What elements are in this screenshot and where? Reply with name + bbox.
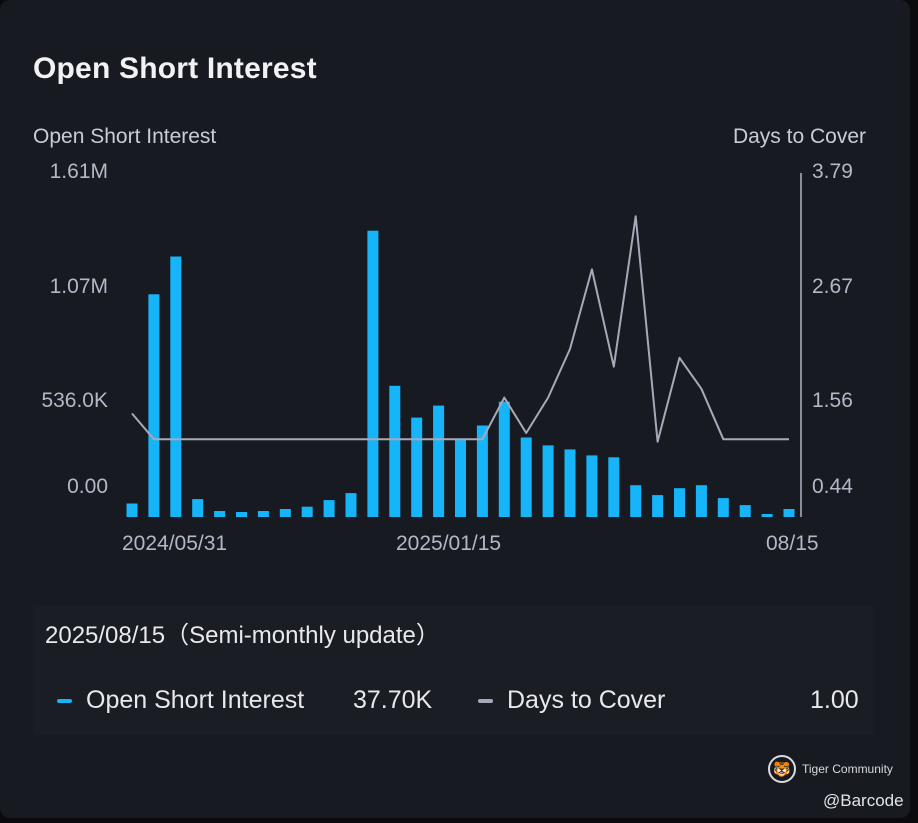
legend-days-to-cover: Days to Cover [478, 686, 665, 715]
legend-label: Open Short Interest [86, 686, 305, 714]
author-handle: @Barcode [823, 791, 904, 810]
right-axis-title: Days to Cover [732, 125, 866, 148]
card-title: Open Short Interest [33, 52, 317, 85]
left-axis-title: Open Short Interest [33, 125, 217, 148]
x-tick: 08/15 [766, 532, 819, 555]
update-label: 2025/08/15（Semi-monthly update） [45, 622, 440, 649]
left-tick: 536.0K [41, 389, 108, 412]
left-tick: 1.07M [49, 275, 108, 298]
legend-swatch-blue [57, 698, 72, 703]
brand-name: Tiger Community [802, 762, 893, 776]
right-tick: 2.67 [812, 275, 853, 298]
legend-value: 37.70K [353, 686, 433, 714]
x-tick: 2024/05/31 [122, 532, 228, 555]
legend-swatch-gray [478, 698, 493, 703]
tiger-logo-icon: 🐯 [768, 755, 796, 783]
right-tick: 0.44 [812, 475, 853, 498]
legend-value: 1.00 [810, 686, 859, 714]
right-tick: 1.56 [812, 389, 853, 412]
right-tick: 3.79 [812, 160, 853, 183]
brand-badge: 🐯 Tiger Community [768, 755, 893, 783]
x-tick: 2025/01/15 [396, 532, 502, 555]
legend-label: Days to Cover [507, 686, 666, 714]
legend-open-short-interest: Open Short Interest [57, 686, 304, 715]
info-panel [33, 605, 873, 735]
left-tick: 0.00 [67, 475, 108, 498]
left-tick: 1.61M [49, 160, 108, 183]
